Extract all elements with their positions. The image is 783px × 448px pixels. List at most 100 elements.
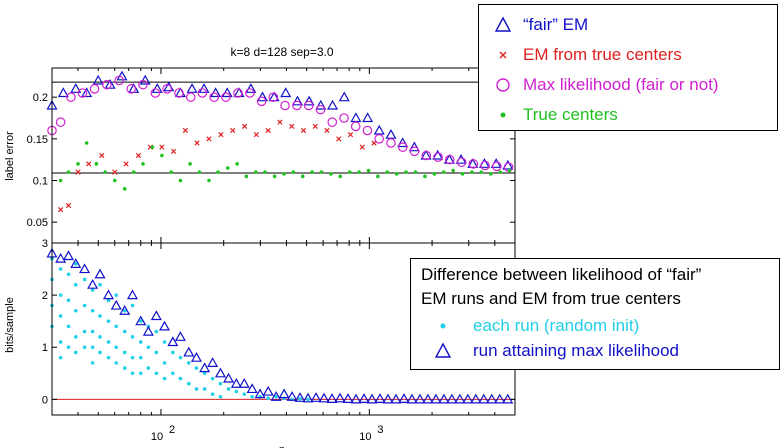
- data-point: [291, 170, 296, 174]
- data-point: [162, 376, 167, 381]
- data-point: [263, 170, 267, 174]
- data-point: [225, 166, 230, 170]
- data-point: [234, 389, 239, 394]
- data-point: [202, 371, 207, 376]
- data-point: [150, 145, 155, 149]
- data-point: [470, 170, 474, 174]
- data-point: [98, 335, 102, 339]
- data-point: [268, 92, 279, 102]
- data-point: [171, 350, 175, 355]
- data-point: [280, 100, 290, 111]
- dot-marker-icon: [500, 112, 506, 118]
- data-point: [502, 393, 514, 404]
- data-point: [270, 391, 282, 401]
- data-point: [58, 340, 63, 344]
- data-point: [183, 346, 195, 357]
- data-point: [374, 393, 386, 403]
- plot-frame: [51, 67, 516, 244]
- data-point: [106, 340, 111, 344]
- data-point: [114, 293, 119, 297]
- data-point: [207, 178, 211, 183]
- data-point: [106, 355, 111, 360]
- data-point: [397, 142, 408, 152]
- data-point: [478, 158, 490, 168]
- data-point: [433, 152, 443, 162]
- data-point: [57, 87, 69, 98]
- data-point: [223, 372, 235, 383]
- x-tick-exponent: 2: [169, 424, 175, 436]
- data-point: [468, 159, 479, 169]
- data-point: [451, 168, 455, 173]
- data-point: [92, 74, 104, 85]
- data-point: [421, 150, 432, 161]
- data-point: [339, 113, 349, 123]
- data-point: [199, 362, 211, 373]
- data-point: [169, 170, 174, 174]
- data-point: [350, 393, 362, 404]
- data-point: [456, 157, 467, 167]
- data-point: [58, 267, 63, 271]
- data-point: [76, 162, 80, 166]
- data-point: [170, 148, 177, 154]
- data-point: [112, 169, 118, 175]
- bottom-y-axis-label: bits/sample: [4, 297, 16, 353]
- data-point: [114, 361, 119, 365]
- data-point: [446, 393, 458, 404]
- data-point: [298, 397, 302, 401]
- data-point: [122, 308, 127, 313]
- series-x: [58, 119, 377, 213]
- data-point: [178, 355, 183, 360]
- data-point: [420, 149, 432, 160]
- data-point: [327, 117, 338, 127]
- data-point: [163, 81, 175, 92]
- data-point: [82, 277, 87, 282]
- data-point: [197, 88, 208, 98]
- data-point: [230, 127, 236, 134]
- data-point: [75, 169, 81, 175]
- data-point: [302, 392, 314, 403]
- data-point: [218, 394, 223, 399]
- data-point: [406, 393, 418, 404]
- data-point: [266, 396, 270, 401]
- data-point: [319, 170, 324, 174]
- data-point: [135, 152, 142, 159]
- data-point: [318, 392, 330, 403]
- data-point: [498, 170, 502, 174]
- legend-label: run attaining max likelihood: [473, 341, 680, 360]
- data-point: [303, 100, 314, 111]
- data-point: [90, 345, 95, 350]
- data-point: [138, 79, 148, 90]
- data-point: [216, 170, 220, 174]
- data-point: [373, 124, 385, 135]
- data-point: [366, 168, 371, 173]
- data-point: [274, 394, 278, 399]
- data-point: [289, 123, 295, 129]
- data-point: [336, 136, 342, 142]
- data-point: [454, 393, 466, 404]
- data-point: [94, 268, 106, 279]
- data-point: [138, 371, 143, 376]
- data-point: [432, 172, 437, 176]
- data-point: [292, 100, 302, 111]
- data-point: [329, 172, 333, 176]
- data-point: [70, 83, 82, 93]
- data-point: [256, 91, 268, 102]
- data-point: [444, 154, 455, 165]
- data-point: [73, 262, 78, 266]
- data-point: [315, 99, 327, 110]
- data-point: [158, 320, 171, 331]
- data-point: [358, 393, 370, 403]
- data-point: [106, 319, 111, 323]
- data-point: [376, 174, 380, 179]
- data-point: [253, 170, 258, 174]
- data-point: [73, 282, 78, 287]
- data-point: [470, 393, 482, 404]
- data-point: [315, 104, 326, 115]
- data-point: [241, 123, 248, 129]
- y-tick-label: 1: [42, 342, 48, 354]
- data-point: [362, 112, 374, 123]
- data-point: [66, 345, 71, 350]
- data-point: [131, 170, 136, 174]
- data-point: [110, 299, 122, 310]
- data-point: [66, 324, 71, 329]
